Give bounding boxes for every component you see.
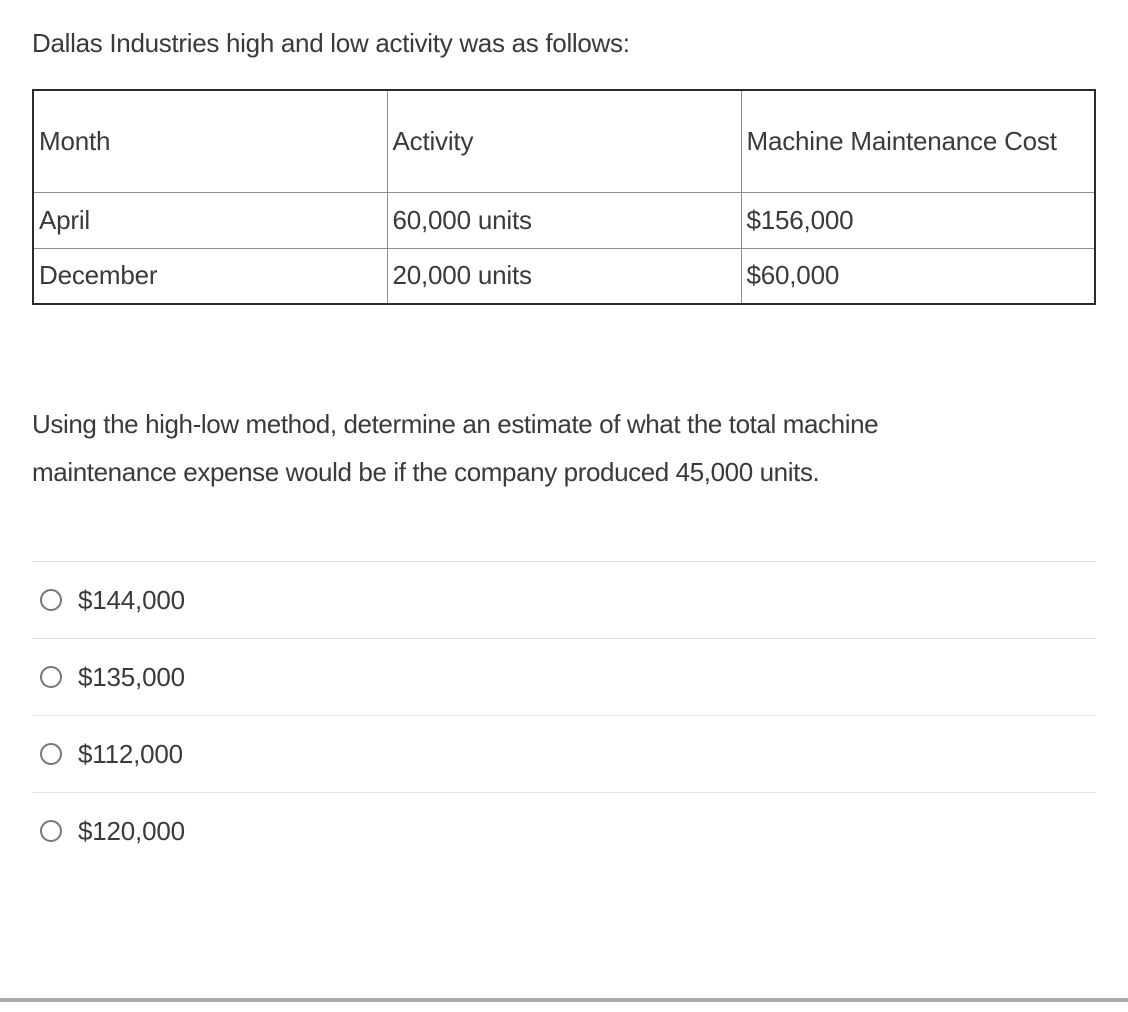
question-prompt-text: Using the high-low method, determine an …: [32, 409, 879, 487]
radio-button[interactable]: [40, 820, 62, 842]
activity-table: Month Activity Machine Maintenance Cost …: [32, 89, 1096, 305]
cell-cost: $156,000: [740, 191, 1096, 249]
table-header-row: Month Activity Machine Maintenance Cost: [32, 89, 1096, 193]
question-body: Dallas Industries high and low activity …: [0, 28, 1128, 869]
answer-option-label: $144,000: [78, 584, 185, 615]
answer-option-label: $135,000: [78, 661, 185, 692]
answer-option-2[interactable]: $135,000: [32, 638, 1096, 715]
table-row: December 20,000 units $60,000: [32, 247, 1096, 305]
cell-month: December: [32, 247, 388, 305]
table-row: April 60,000 units $156,000: [32, 191, 1096, 249]
section-divider: [0, 998, 1128, 1002]
cell-month: April: [32, 191, 388, 249]
radio-button[interactable]: [40, 666, 62, 688]
answer-options: $144,000 $135,000 $112,000 $120,000: [32, 561, 1096, 869]
question-intro-text: Dallas Industries high and low activity …: [32, 28, 630, 58]
col-header-cost: Machine Maintenance Cost: [740, 89, 1096, 193]
cell-activity: 60,000 units: [386, 191, 742, 249]
radio-button[interactable]: [40, 589, 62, 611]
col-header-month: Month: [32, 89, 388, 193]
answer-option-label: $120,000: [78, 815, 185, 846]
cell-activity: 20,000 units: [386, 247, 742, 305]
answer-option-4[interactable]: $120,000: [32, 792, 1096, 869]
radio-button[interactable]: [40, 743, 62, 765]
answer-option-label: $112,000: [78, 738, 183, 769]
answer-option-3[interactable]: $112,000: [32, 715, 1096, 792]
col-header-activity: Activity: [386, 89, 742, 193]
cell-cost: $60,000: [740, 247, 1096, 305]
answer-option-1[interactable]: $144,000: [32, 561, 1096, 638]
